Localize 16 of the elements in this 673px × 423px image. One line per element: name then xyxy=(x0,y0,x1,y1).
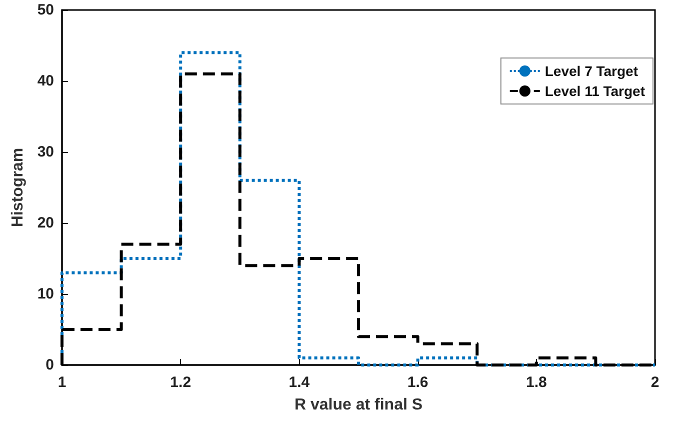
legend-label: Level 11 Target xyxy=(544,83,646,99)
y-tick-label: 20 xyxy=(37,214,54,232)
x-tick-label: 1.6 xyxy=(407,374,428,391)
y-tick-label: 10 xyxy=(37,286,54,302)
y-tick-label: 40 xyxy=(37,72,54,90)
x-tick-label: 1.8 xyxy=(526,374,547,391)
legend-label: Level 7 Target xyxy=(544,63,638,79)
y-axis-title: Histogram xyxy=(10,148,26,228)
y-tick-label: 0 xyxy=(46,356,54,374)
x-tick-label: 1 xyxy=(58,374,66,391)
y-tick-label: 50 xyxy=(37,2,54,18)
y-tick-label: 30 xyxy=(37,144,54,160)
x-axis-title: R value at final S xyxy=(294,396,423,414)
x-tick-label: 1.2 xyxy=(170,374,192,391)
x-tick-label: 2 xyxy=(650,374,660,391)
x-tick-label: 1.4 xyxy=(288,374,310,391)
